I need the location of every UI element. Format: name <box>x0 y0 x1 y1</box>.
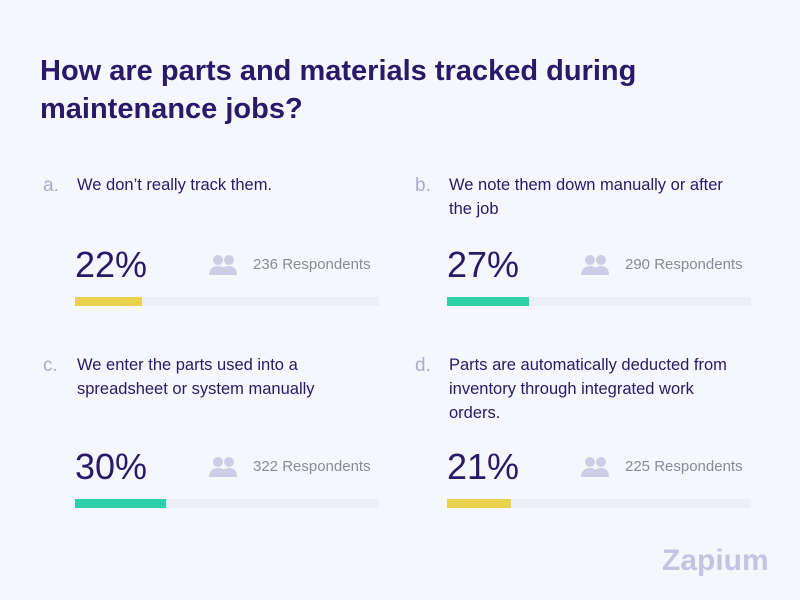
respondents: 322 Respondents <box>253 458 371 475</box>
option-letter: b. <box>415 175 431 196</box>
percent: 27% <box>447 244 520 285</box>
option-text: We note them down manually or after the … <box>449 176 723 218</box>
option-card: b. We note them down manually or after th… <box>412 173 752 343</box>
option-letter: c. <box>43 355 58 376</box>
option-letter: d. <box>415 355 431 376</box>
title: How are parts and materials tracked duri… <box>40 55 637 125</box>
bar <box>447 499 511 508</box>
option-card: c. We enter the parts used into a spreads… <box>40 353 380 523</box>
bar-track <box>75 297 379 306</box>
respondents: 290 Respondents <box>625 256 743 273</box>
respondents-icon <box>580 456 610 483</box>
percent: 22% <box>75 244 148 285</box>
bar-track <box>447 297 751 306</box>
people-icon <box>209 457 237 477</box>
percent: 21% <box>447 446 520 487</box>
bar-track <box>447 499 751 508</box>
bar-track <box>75 499 379 508</box>
respondents: 236 Respondents <box>253 256 371 273</box>
option-card: a. We don’t really track them. 22% 236 Resp… <box>40 173 380 343</box>
option-card: d. Parts are automatically deducted from … <box>412 353 752 523</box>
bar <box>447 297 530 306</box>
brand-logo: Zapium <box>662 544 769 577</box>
respondents-icon <box>208 456 238 483</box>
respondents: 225 Respondents <box>625 458 743 475</box>
people-icon <box>209 255 237 275</box>
bar <box>75 499 167 508</box>
percent: 30% <box>75 446 148 487</box>
bar <box>75 297 142 306</box>
option-letter: a. <box>43 175 59 196</box>
option-text: Parts are automatically deducted from in… <box>449 356 727 422</box>
respondents-icon <box>208 254 238 281</box>
respondents-icon <box>580 254 610 281</box>
option-text: We don’t really track them. <box>77 176 273 194</box>
people-icon <box>581 457 609 477</box>
option-text: We enter the parts used into a spreadshe… <box>77 356 315 398</box>
people-icon <box>581 255 609 275</box>
